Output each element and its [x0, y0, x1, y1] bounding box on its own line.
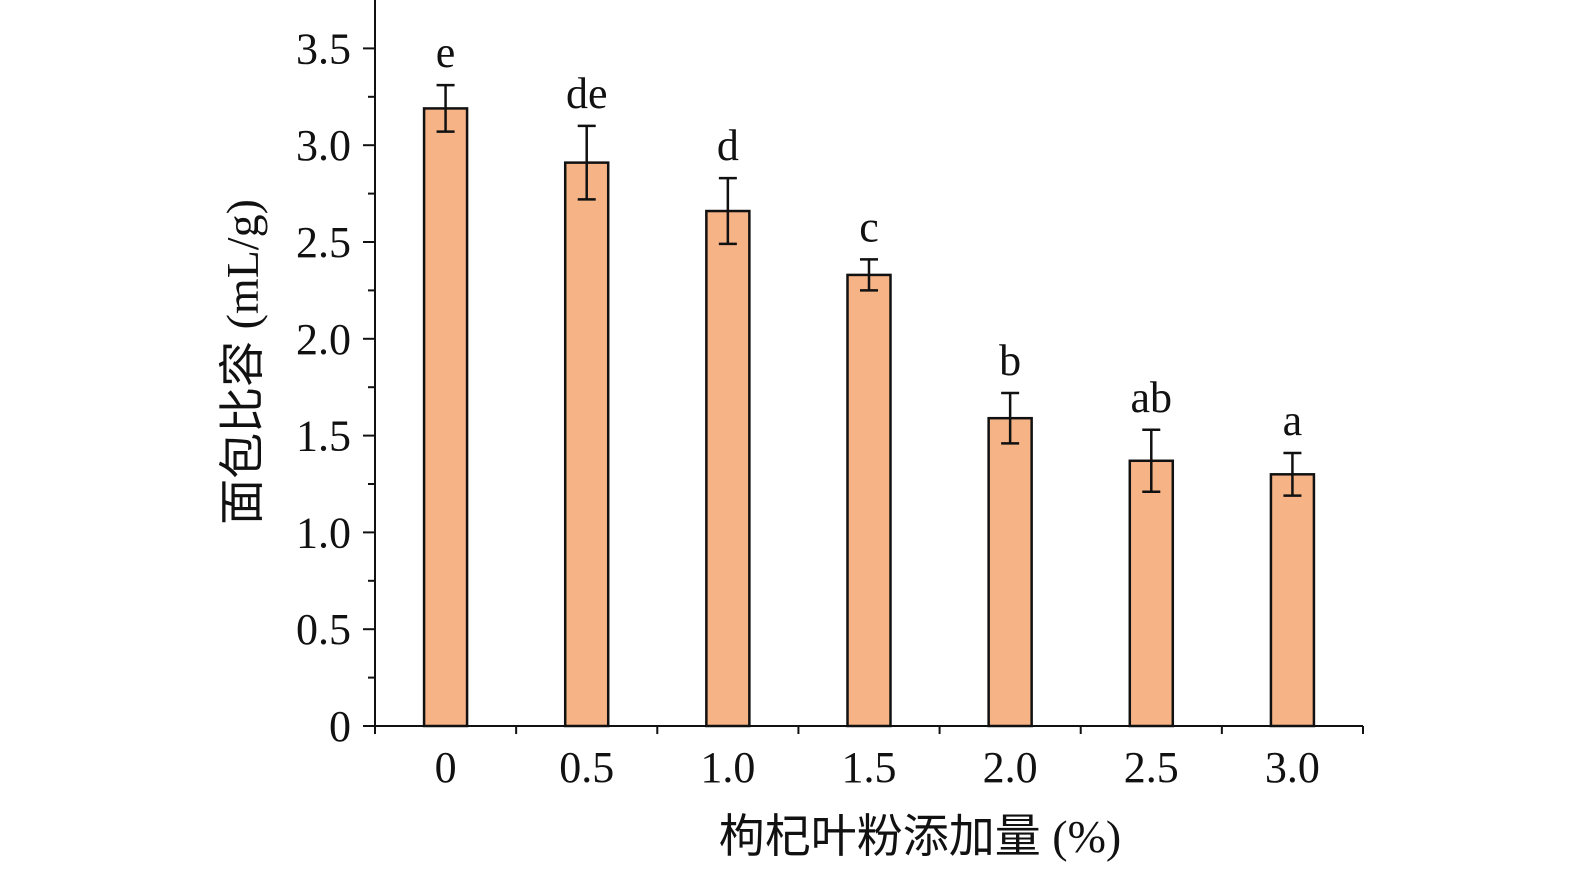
- bar: [422, 107, 469, 728]
- labels: 0 0.5 1.0 1.5 2.0 2.5 3.0 3.5 e 0 de 0.5 d 1.0 c 1.5 b 2.…: [296, 24, 1320, 792]
- significance-label: d: [717, 121, 739, 170]
- x-axis-title: 枸杞叶粉添加量 (%): [719, 811, 1121, 862]
- y-tick-label: 1.0: [296, 508, 351, 557]
- x-tick-label: 1.0: [700, 743, 755, 792]
- significance-label: ab: [1131, 373, 1173, 422]
- x-tick-label: 0.5: [559, 743, 614, 792]
- x-tick-label: 0: [435, 743, 457, 792]
- x-tick-label: 1.5: [842, 743, 897, 792]
- y-tick-label: 3.5: [296, 24, 351, 73]
- bar: [987, 416, 1033, 728]
- x-tick-label: 3.0: [1265, 743, 1320, 792]
- y-tick-label: 1.5: [296, 412, 351, 461]
- significance-label: b: [999, 336, 1021, 385]
- y-tick-label: 0.5: [296, 605, 351, 654]
- bar: [1128, 459, 1175, 728]
- significance-label: c: [859, 202, 879, 251]
- y-axis-title: 面包比容 (mL/g): [217, 199, 268, 525]
- significance-label: de: [566, 69, 608, 118]
- x-tick-label: 2.0: [983, 743, 1038, 792]
- y-tick-label: 2.5: [296, 218, 351, 267]
- bars: [422, 83, 1316, 728]
- y-tick-label: 3.0: [296, 121, 351, 170]
- bar: [846, 273, 892, 728]
- y-tick-label: 2.0: [296, 315, 351, 364]
- significance-label: a: [1283, 396, 1303, 445]
- y-tick-label: 0: [329, 702, 351, 751]
- significance-label: e: [436, 28, 456, 77]
- bar: [1269, 473, 1316, 728]
- x-tick-label: 2.5: [1124, 743, 1179, 792]
- bar: [563, 161, 610, 728]
- bar: [705, 209, 751, 728]
